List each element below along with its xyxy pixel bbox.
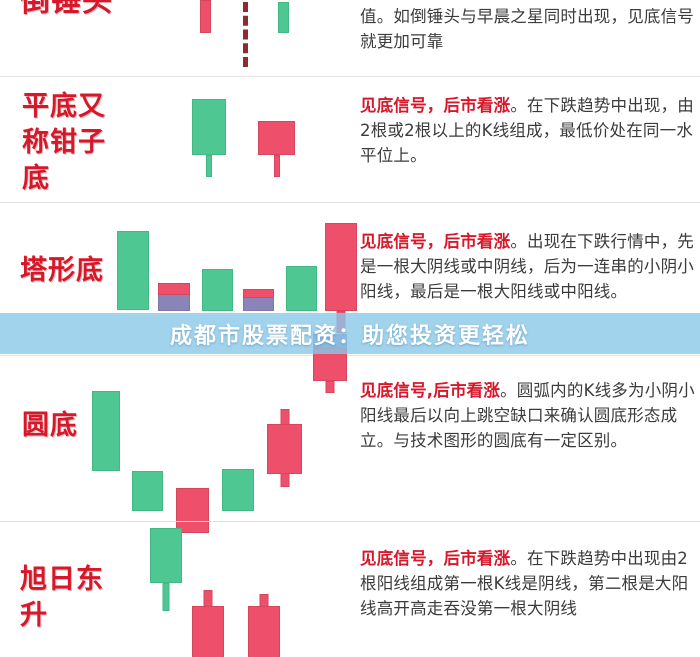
description-text: 。在下跌趋势中出现，由2根或2根以上的K线组成，最低价处在同一水平位上。: [360, 96, 695, 165]
candle-lower-wick: [273, 155, 280, 177]
candle-up-mid-2: [286, 231, 317, 311]
pattern-label-inverted-hammer: 倒锤头: [20, 0, 113, 19]
candle-overlap-1: [158, 231, 190, 311]
description-highlight: 见底信号，后市看涨: [360, 96, 511, 115]
candle-lower-wick: [162, 583, 170, 611]
candle-body: [267, 424, 302, 474]
candle-down-tall-2: [267, 356, 302, 531]
candle-down-small: [258, 99, 295, 177]
candle-up-mid-1: [202, 231, 233, 311]
pattern-row-round-bottom: 圆底 见底信号,后市看涨。圆弧内的K线多为小阴小阳线最后以向上跳空缺口来确认圆底…: [0, 334, 700, 533]
description-text: 。出现在下跌行情中，先是一根大阴线或中阴线，后为一连串的小阴小阳线，最后是一根大…: [360, 232, 695, 301]
candle-up-1: [278, 2, 289, 33]
candle-up-tall-1: [117, 231, 149, 311]
pattern-row-rising-sun: 旭日东 升 见底信号，后市看涨。在下跌趋势中出现由2根阳线组成第一根K线是阴线，…: [0, 522, 700, 657]
candle-body: [92, 391, 120, 471]
candle-up-small-1: [132, 356, 163, 531]
dashed-divider-line: [243, 2, 248, 67]
candle-body: [176, 488, 209, 533]
candle-body: [286, 266, 317, 311]
row-divider: [0, 76, 700, 77]
promo-banner-overlay[interactable]: 成都市股票配资：助您投资更轻松: [0, 313, 700, 354]
promo-banner-text: 成都市股票配资：助您投资更轻松: [169, 323, 530, 349]
row-divider: [0, 355, 700, 356]
candle-body: [200, 0, 211, 33]
pattern-label-round-bottom: 圆底: [22, 410, 78, 441]
description-highlight: 见底信号，后市看涨: [360, 232, 511, 251]
candle-body: [248, 606, 280, 657]
candle-lower-wick: [206, 155, 212, 177]
candle-down-small-2: [176, 356, 209, 533]
candle-body: [150, 528, 182, 583]
candle-lower-wick: [325, 381, 335, 393]
candle-down-wick-1: [192, 528, 224, 657]
row-divider: [0, 521, 700, 522]
description-text: 值。如倒锤头与早晨之星同时出现，见底信号就更加可靠: [360, 7, 694, 51]
pattern-label-tweezers-bottom: 平底又 称钳子 底: [22, 91, 106, 194]
candle-body: [278, 2, 289, 33]
candle-body: [258, 121, 295, 155]
row-divider: [0, 202, 700, 203]
pattern-row-inverted-hammer: 倒锤头 值。如倒锤头与早晨之星同时出现，见底信号就更加可靠: [0, 0, 700, 77]
pattern-description-inverted-hammer: 值。如倒锤头与早晨之星同时出现，见底信号就更加可靠: [360, 4, 700, 54]
description-text: 。在下跌趋势中出现由2根阳线组成第一根K线是阴线，第二根是大阳线高开高走吞没第一…: [360, 549, 689, 618]
candle-up-big: [192, 99, 226, 177]
pattern-label-tower-bottom: 塔形底: [20, 255, 104, 286]
candle-down-wick-2: [248, 528, 280, 657]
candle-body: [192, 606, 224, 657]
pattern-description-rising-sun: 见底信号，后市看涨。在下跌趋势中出现由2根阳线组成第一根K线是阴线，第二根是大阳…: [360, 546, 700, 621]
description-highlight: 见底信号，后市看涨: [360, 549, 511, 568]
candle-body-cap: [243, 289, 274, 298]
candle-body: [325, 223, 357, 311]
pattern-row-tweezers-bottom: 平底又 称钳子 底 见底信号，后市看涨。在下跌趋势中出现，由2根或2根以上的K线…: [0, 77, 700, 203]
candle-down-1: [200, 0, 211, 33]
candle-overlap-2: [243, 231, 274, 311]
candle-up-small-2: [222, 356, 254, 531]
pattern-description-round-bottom: 见底信号,后市看涨。圆弧内的K线多为小阴小阳线最后以向上跳空缺口来确认圆底形态成…: [360, 378, 700, 453]
description-highlight: 见底信号,后市看涨: [360, 381, 501, 400]
candle-body: [202, 269, 233, 311]
candle-body: [192, 99, 226, 155]
pattern-description-tweezers-bottom: 见底信号，后市看涨。在下跌趋势中出现，由2根或2根以上的K线组成，最低价处在同一…: [360, 93, 700, 168]
description-text: 。圆弧内的K线多为小阴小阳线最后以向上跳空缺口来确认圆底形态成立。与技术图形的圆…: [360, 381, 695, 450]
candle-up-wick-1: [150, 528, 182, 618]
pattern-row-tower-bottom: 塔形底 见底信号，后市看涨。出现在下跌行情中，先是一根大阴线或中阴线，后为一连串…: [0, 203, 700, 356]
pattern-label-rising-sun: 旭日东 升: [20, 564, 104, 631]
candle-up-tall-2: [92, 356, 120, 531]
pattern-description-tower-bottom: 见底信号，后市看涨。出现在下跌行情中，先是一根大阴线或中阴线，后为一连串的小阴小…: [360, 229, 700, 304]
candle-body: [222, 469, 254, 511]
candle-body: [132, 471, 163, 511]
candle-body: [117, 231, 149, 310]
candle-body-cap: [158, 283, 190, 295]
